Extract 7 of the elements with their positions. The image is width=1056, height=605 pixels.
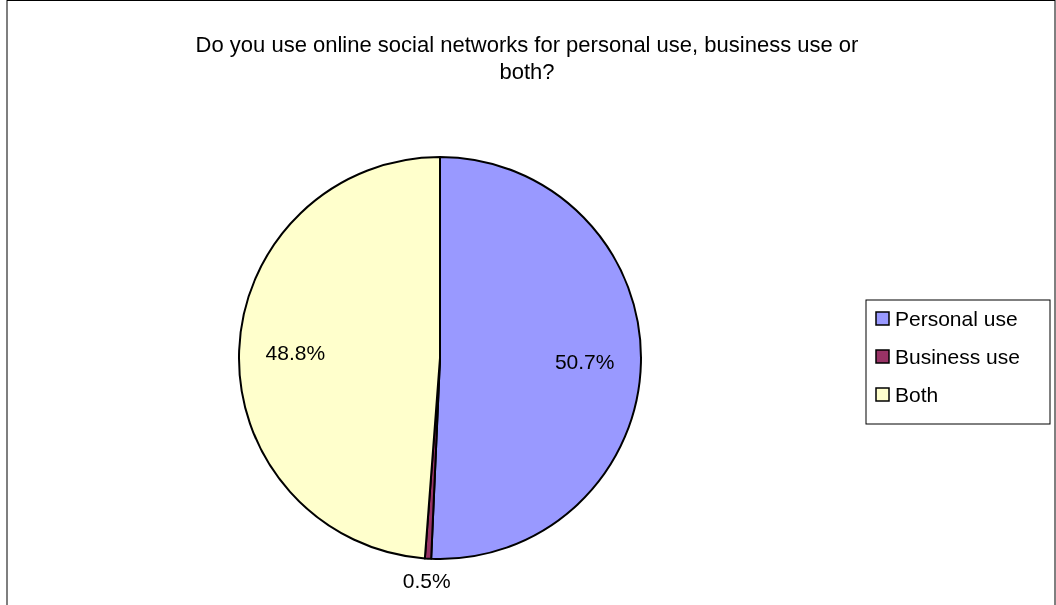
legend-label: Personal use [895, 307, 1018, 331]
legend-label: Business use [895, 345, 1020, 369]
chart-title: Do you use online social networks for personal use, business use or both? [195, 32, 859, 84]
data-label: 50.7% [554, 349, 615, 373]
data-label: 48.8% [265, 340, 326, 364]
data-label: 0.5% [402, 568, 451, 592]
legend-label: Both [895, 383, 939, 407]
